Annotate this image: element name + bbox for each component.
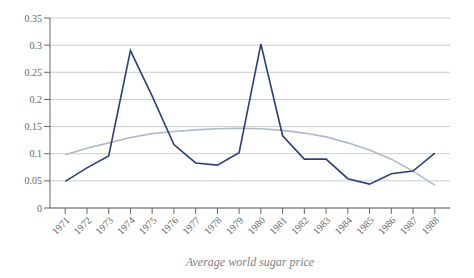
svg-text:1976: 1976 [158,215,180,237]
svg-text:0: 0 [37,203,42,214]
svg-text:1972: 1972 [71,215,93,237]
svg-text:0.05: 0.05 [25,175,43,186]
svg-text:1986: 1986 [376,215,398,237]
svg-text:1978: 1978 [202,215,224,237]
svg-text:1981: 1981 [267,215,289,237]
svg-text:1982: 1982 [289,215,311,237]
svg-text:0.35: 0.35 [25,13,43,24]
svg-text:0.3: 0.3 [30,40,43,51]
svg-text:0.2: 0.2 [30,94,43,105]
svg-text:0.25: 0.25 [25,67,43,78]
svg-text:1987: 1987 [398,215,420,237]
svg-text:Average world sugar price: Average world sugar price [185,255,315,269]
svg-text:0.1: 0.1 [30,148,43,159]
svg-text:1988: 1988 [419,215,441,237]
svg-text:1974: 1974 [115,215,137,237]
svg-text:1977: 1977 [180,215,202,237]
svg-text:1984: 1984 [332,215,354,237]
svg-text:1985: 1985 [354,215,376,237]
svg-text:1983: 1983 [311,215,333,237]
svg-text:0.15: 0.15 [25,121,43,132]
svg-text:1980: 1980 [245,215,267,237]
svg-text:1973: 1973 [93,215,115,237]
svg-text:1979: 1979 [224,215,246,237]
svg-text:1975: 1975 [137,215,159,237]
svg-text:1971: 1971 [50,215,72,237]
